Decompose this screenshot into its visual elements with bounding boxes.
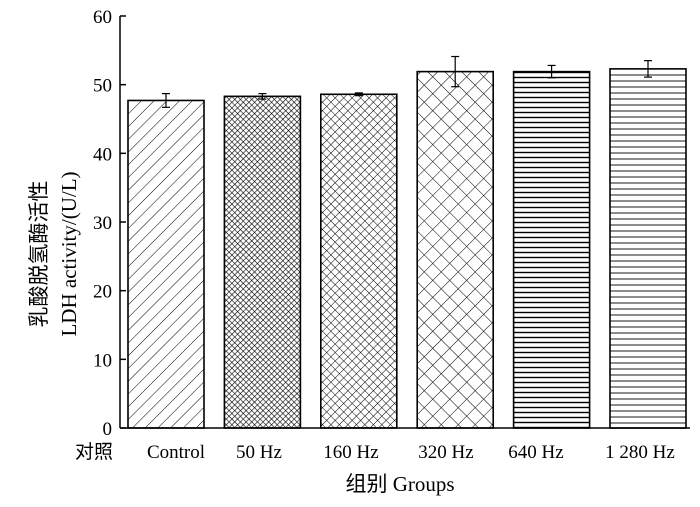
bar [512, 70, 591, 429]
x-axis-title: 组别 Groups [345, 472, 454, 496]
y-tick-label: 40 [93, 144, 112, 165]
bar [319, 93, 398, 429]
bar [127, 99, 205, 429]
bar [609, 68, 687, 429]
y-tick-label: 50 [93, 76, 112, 97]
x-tick-label: Control [147, 442, 205, 463]
x-prefix-label: 对照 [75, 441, 113, 463]
x-tick-label: 50 Hz [236, 442, 282, 463]
y-tick-label: 10 [93, 350, 112, 371]
y-tick-label: 0 [103, 419, 113, 440]
y-axis-title-en: LDH activity/(U/L) [57, 171, 81, 336]
x-tick-label: 320 Hz [418, 442, 473, 463]
x-tick-label: 1 280 Hz [605, 442, 675, 463]
x-tick-label: 640 Hz [508, 442, 563, 463]
bar [416, 70, 495, 429]
bar [223, 95, 302, 429]
y-tick-label: 30 [93, 213, 112, 234]
x-tick-label: 160 Hz [323, 442, 378, 463]
bars-group [127, 68, 687, 429]
y-tick-label: 20 [93, 282, 112, 303]
y-axis-title-cn: 乳酸脱氢酶活性 [27, 181, 51, 328]
y-tick-label: 60 [93, 7, 112, 28]
error-bars-group [162, 55, 652, 108]
y-ticks-group: 0 10 20 30 40 50 60 [93, 7, 126, 440]
x-labels-group: Control 50 Hz 160 Hz 320 Hz 640 Hz 1 280 Hz [147, 442, 675, 463]
